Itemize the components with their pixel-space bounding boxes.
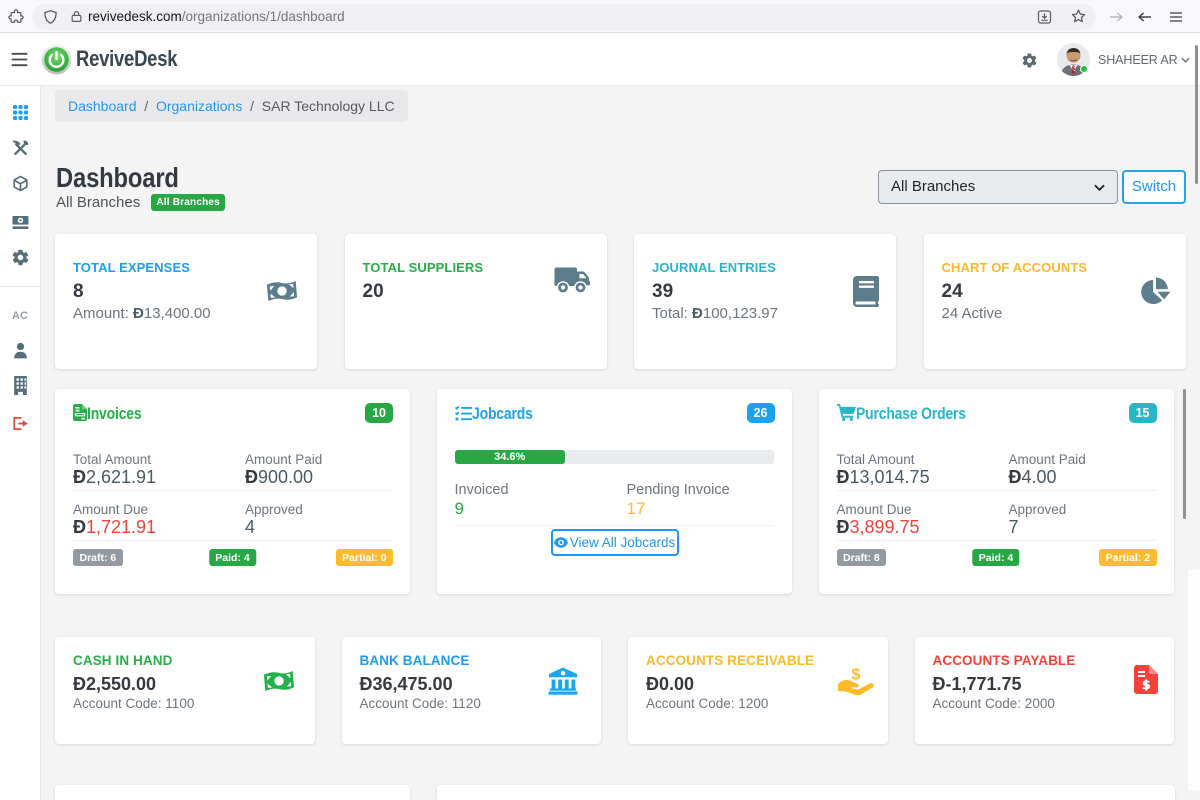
svg-text:$: $: [852, 667, 861, 684]
